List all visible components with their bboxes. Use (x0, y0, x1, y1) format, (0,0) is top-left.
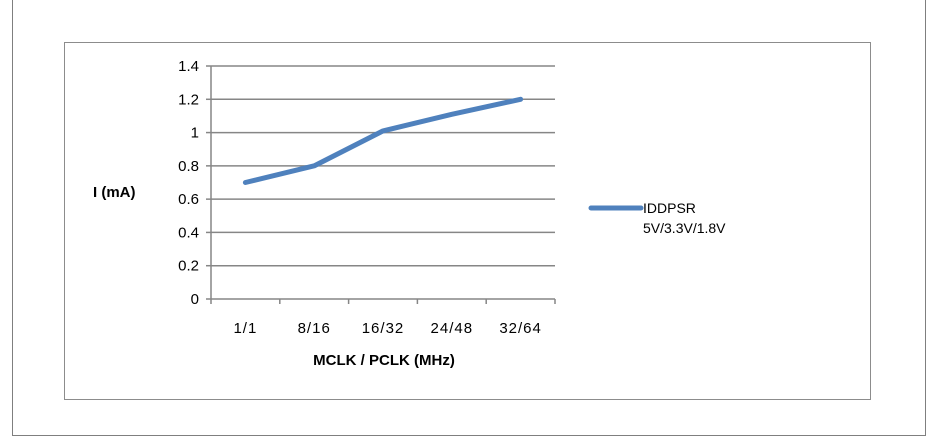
x-tick-label: 1/1 (233, 320, 257, 337)
y-tick-label: 0.8 (178, 158, 199, 175)
y-tick-label: 1.4 (178, 58, 199, 75)
x-tick-label: 32/64 (499, 320, 542, 337)
y-axis-title: I (mA) (93, 184, 136, 201)
y-tick-label: 0.4 (178, 224, 199, 241)
gridlines (211, 65, 555, 267)
series-line (242, 96, 524, 185)
legend-label-line2: 5V/3.3V/1.8V (643, 220, 726, 236)
axes (206, 65, 556, 304)
x-axis-title: MCLK / PCLK (MHz) (313, 352, 455, 369)
y-tick-label: 1 (191, 125, 199, 142)
x-tick-label: 24/48 (431, 320, 474, 337)
y-tick-label: 0 (191, 291, 199, 308)
chart-area (64, 42, 871, 400)
x-tick-label: 16/32 (362, 320, 405, 337)
legend: IDDPSR 5V/3.3V/1.8V (588, 200, 726, 236)
figure-frame (12, 0, 926, 436)
y-tick-label: 1.2 (178, 91, 199, 108)
series-lines (242, 96, 524, 185)
y-tick-label: 0.2 (178, 258, 199, 275)
legend-label-line1: IDDPSR (643, 200, 696, 216)
y-tick-label: 0.6 (178, 191, 199, 208)
tick-labels: 0 0.2 0.4 0.6 0.8 1 1.2 1.4 1/1 8/16 16/32 24/48 32/… (178, 58, 542, 337)
x-tick-label: 8/16 (298, 320, 331, 337)
